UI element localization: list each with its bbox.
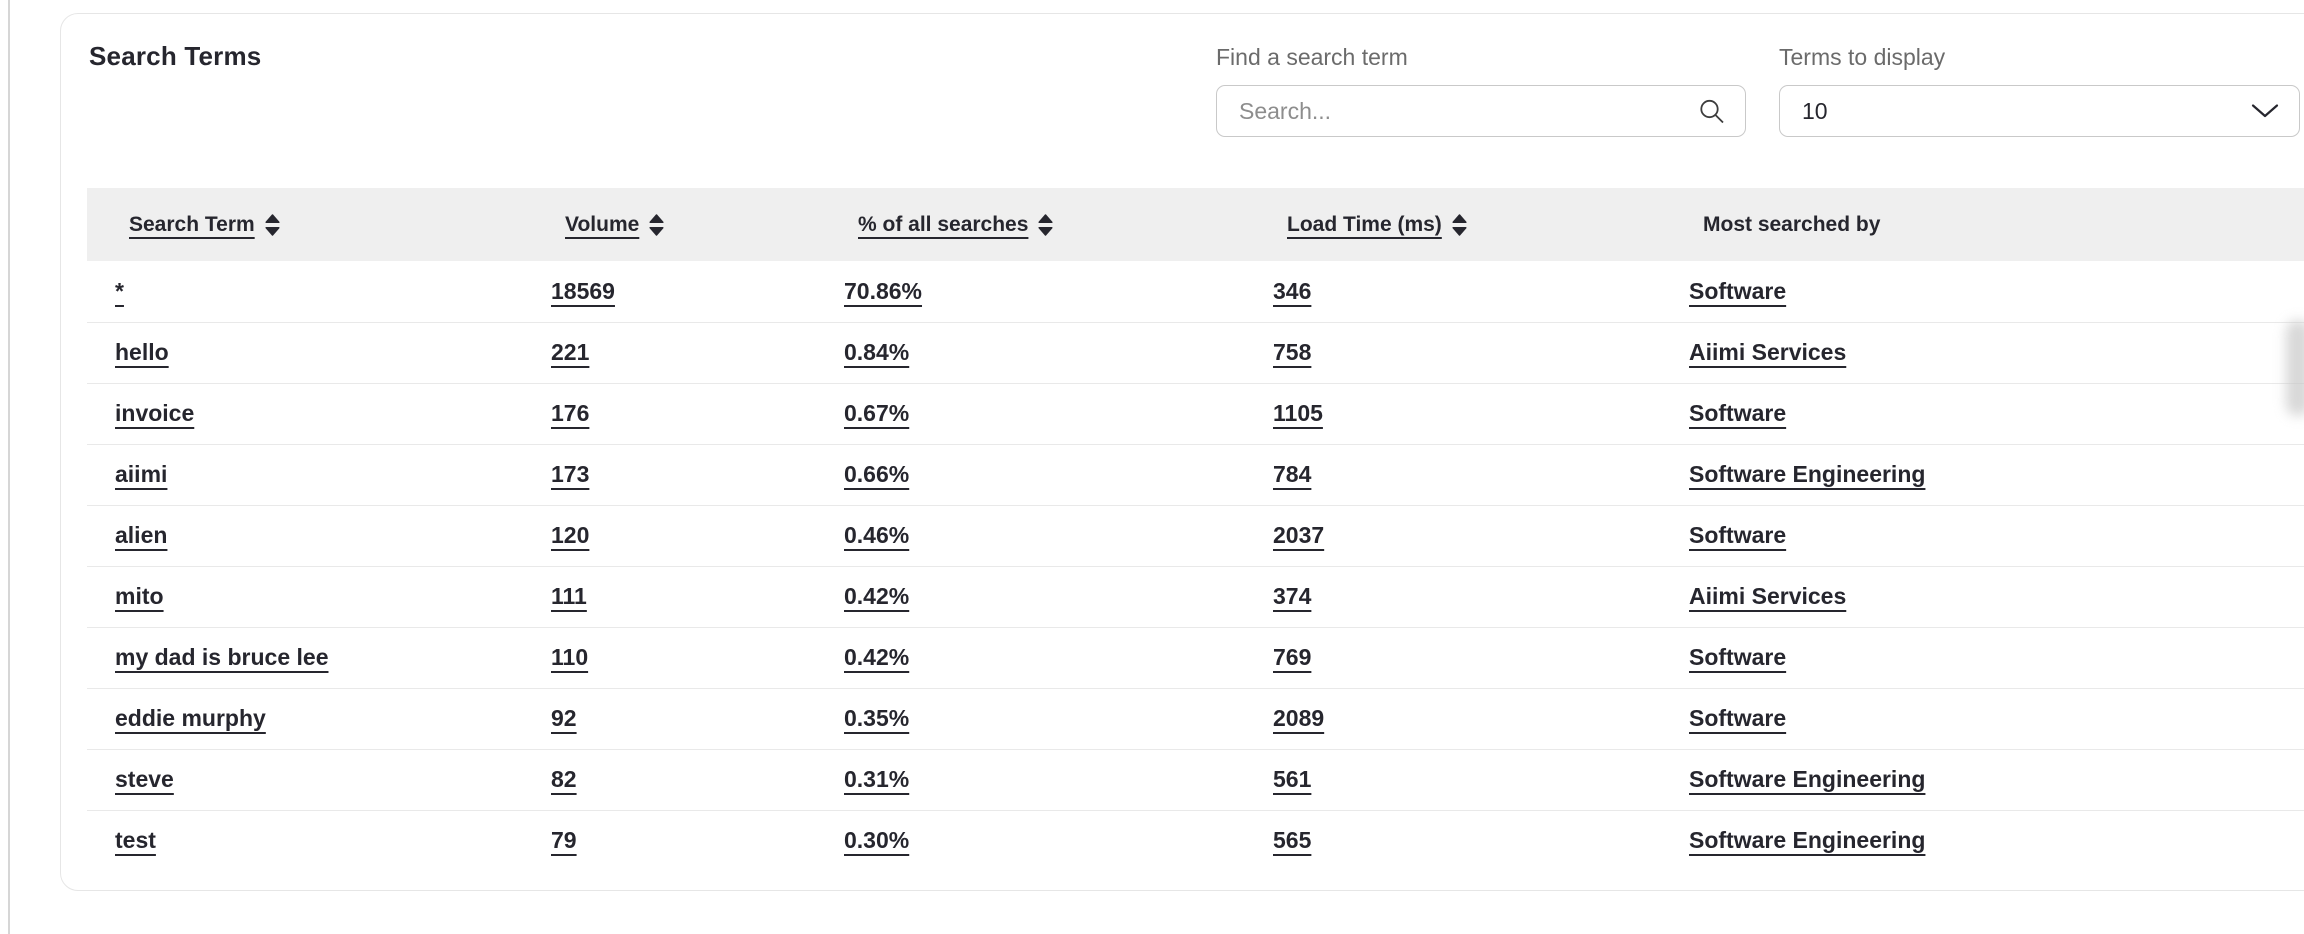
search-term-link[interactable]: aiimi [115,461,168,487]
pct-of-searches-link[interactable]: 0.42% [844,583,910,609]
sort-header-pct-of-searches[interactable]: % of all searches [858,213,1053,237]
sort-asc-desc-icon [1452,213,1467,236]
load-time-link[interactable]: 1105 [1273,400,1323,426]
most-searched-by-link[interactable]: Aiimi Services [1689,583,1847,609]
pct-of-searches-link[interactable]: 0.30% [844,827,910,854]
column-label: % of all searches [858,212,1029,236]
volume-link[interactable]: 82 [551,766,577,792]
search-input-box [1216,85,1746,137]
table-row: eddie murphy 92 0.35% 2089 Software [87,688,2304,749]
volume-link[interactable]: 120 [551,522,590,548]
table-row: steve 82 0.31% 561 Software Engineering [87,749,2304,810]
most-searched-by-link[interactable]: Software [1689,400,1787,426]
column-label: Load Time (ms) [1287,212,1442,236]
most-searched-by-link[interactable]: Software Engineering [1689,827,1926,854]
sort-asc-desc-icon [265,213,280,236]
volume-link[interactable]: 173 [551,461,590,487]
most-searched-by-link[interactable]: Software [1689,277,1787,304]
scrollbar-thumb[interactable] [2286,320,2304,416]
terms-to-display-control: Terms to display 10 [1779,44,2300,137]
volume-link[interactable]: 221 [551,339,590,365]
search-term-link[interactable]: * [115,277,124,304]
pct-of-searches-link[interactable]: 0.67% [844,400,910,426]
load-time-link[interactable]: 374 [1273,583,1312,609]
column-label: Search Term [129,212,255,236]
search-term-link[interactable]: test [115,827,156,854]
column-label: Volume [565,212,640,236]
table-row: mito 111 0.42% 374 Aiimi Services [87,566,2304,627]
search-term-link[interactable]: eddie murphy [115,705,266,731]
most-searched-by-link[interactable]: Aiimi Services [1689,339,1847,365]
search-terms-card: Search Terms Find a search term Terms to… [60,13,2304,891]
table-row: hello 221 0.84% 758 Aiimi Services [87,322,2304,383]
load-time-link[interactable]: 561 [1273,766,1312,792]
search-term-link[interactable]: alien [115,522,168,548]
volume-link[interactable]: 111 [551,583,587,609]
volume-link[interactable]: 79 [551,827,577,854]
pct-of-searches-link[interactable]: 0.42% [844,644,910,670]
table-row: test 79 0.30% 565 Software Engineering [87,810,2304,871]
search-input[interactable] [1217,86,1745,136]
pct-of-searches-link[interactable]: 0.84% [844,339,910,365]
load-time-link[interactable]: 346 [1273,277,1312,304]
search-term-link[interactable]: steve [115,766,174,792]
volume-link[interactable]: 110 [551,644,589,670]
most-searched-by-link[interactable]: Software Engineering [1689,461,1926,487]
sort-header-search-term[interactable]: Search Term [129,213,280,237]
pct-of-searches-link[interactable]: 0.46% [844,522,910,548]
pct-of-searches-link[interactable]: 0.31% [844,766,910,792]
terms-to-display-select[interactable]: 10 [1779,85,2300,137]
table-header-row: Search Term Volume [87,188,2304,261]
most-searched-by-link[interactable]: Software [1689,705,1787,731]
search-term-link[interactable]: invoice [115,400,195,426]
load-time-link[interactable]: 769 [1273,644,1312,670]
table-row: invoice 176 0.67% 1105 Software [87,383,2304,444]
page-title: Search Terms [89,41,262,71]
terms-to-display-value: 10 [1802,97,1828,124]
chevron-down-icon [2251,104,2279,119]
search-term-link[interactable]: hello [115,339,169,365]
sort-header-volume[interactable]: Volume [565,213,664,237]
search-icon [1698,98,1725,125]
search-control: Find a search term [1216,44,1746,137]
pct-of-searches-link[interactable]: 70.86% [844,277,923,304]
pct-of-searches-link[interactable]: 0.35% [844,705,910,731]
load-time-link[interactable]: 2089 [1273,705,1325,731]
volume-link[interactable]: 18569 [551,277,615,304]
sort-asc-desc-icon [1038,213,1053,236]
column-label-most-searched-by: Most searched by [1703,212,1881,236]
load-time-link[interactable]: 784 [1273,461,1312,487]
load-time-link[interactable]: 2037 [1273,522,1325,548]
sort-asc-desc-icon [649,213,664,236]
search-label: Find a search term [1216,44,1408,70]
most-searched-by-link[interactable]: Software Engineering [1689,766,1926,792]
load-time-link[interactable]: 565 [1273,827,1312,854]
panel-divider [8,0,10,934]
sort-header-load-time[interactable]: Load Time (ms) [1287,213,1467,237]
table-row: alien 120 0.46% 2037 Software [87,505,2304,566]
volume-link[interactable]: 176 [551,400,590,426]
pct-of-searches-link[interactable]: 0.66% [844,461,910,487]
search-term-link[interactable]: my dad is bruce lee [115,644,329,670]
load-time-link[interactable]: 758 [1273,339,1312,365]
table-row: my dad is bruce lee 110 0.42% 769 Softwa… [87,627,2304,688]
most-searched-by-link[interactable]: Software [1689,522,1787,548]
most-searched-by-link[interactable]: Software [1689,644,1787,670]
terms-to-display-label: Terms to display [1779,44,1946,70]
table-row: aiimi 173 0.66% 784 Software Engineering [87,444,2304,505]
table-row: * 18569 70.86% 346 Software [87,261,2304,322]
search-terms-table: Search Term Volume [87,188,2304,871]
volume-link[interactable]: 92 [551,705,577,731]
search-term-link[interactable]: mito [115,583,164,609]
